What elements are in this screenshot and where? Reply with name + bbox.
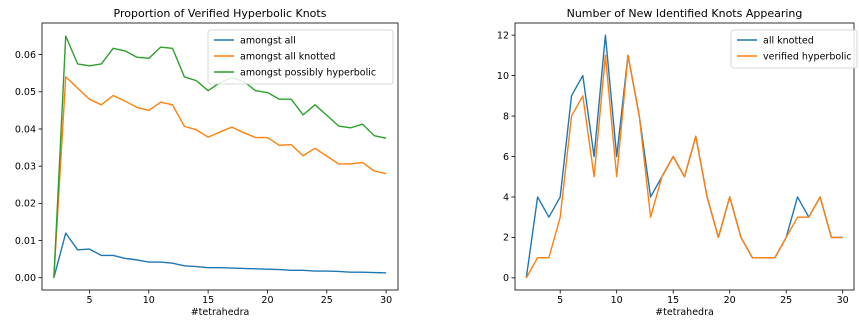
y-tick-label: 0.06	[15, 50, 36, 61]
y-tick-label: 8	[503, 111, 509, 122]
x-axis-label: #tetrahedra	[191, 307, 250, 318]
x-tick-label: 30	[837, 295, 849, 306]
x-tick-label: 20	[724, 295, 736, 306]
legend-label-amongst-all-knotted: amongst all knotted	[240, 51, 335, 62]
y-tick-label: 0.03	[15, 161, 36, 172]
x-tick-label: 15	[202, 295, 214, 306]
x-tick-label: 25	[780, 295, 792, 306]
x-tick-label: 5	[557, 295, 563, 306]
y-tick-label: 0	[503, 273, 509, 284]
legend-label-all-knotted: all knotted	[763, 35, 814, 46]
x-tick-label: 30	[380, 295, 392, 306]
legend-label-verified-hyperbolic: verified hyperbolic	[763, 51, 852, 62]
chart-new-identified-knots: Number of New Identified Knots Appearing…	[497, 7, 858, 318]
x-tick-label: 5	[86, 295, 92, 306]
chart-title: Number of New Identified Knots Appearing	[567, 7, 803, 20]
chart-proportion-verified: Proportion of Verified Hyperbolic Knots 5…	[15, 7, 399, 318]
legend-box	[730, 29, 858, 69]
legend-box	[207, 29, 394, 85]
legend-label-amongst-possibly-hyperbolic: amongst possibly hyperbolic	[240, 67, 376, 78]
y-tick-label: 0.01	[15, 236, 36, 247]
y-tick-label: 4	[503, 192, 509, 203]
plot-frame	[41, 22, 399, 291]
series-line-amongst-all	[53, 232, 387, 278]
y-tick-label: 12	[497, 30, 509, 41]
y-tick-label: 2	[503, 233, 509, 244]
x-tick-label: 10	[611, 295, 623, 306]
y-tick-label: 0.00	[15, 273, 36, 284]
x-tick-label: 10	[143, 295, 155, 306]
series-line-all-knotted	[525, 34, 843, 278]
y-tick-label: 0.02	[15, 199, 36, 210]
x-axis-label: #tetrahedra	[655, 307, 714, 318]
legend: all knotted verified hyperbolic	[730, 29, 858, 69]
x-tick-label: 20	[261, 295, 273, 306]
x-tick-label: 15	[667, 295, 679, 306]
x-tick-label: 25	[321, 295, 333, 306]
y-tick-label: 0.05	[15, 87, 36, 98]
y-tick-label: 0.04	[15, 124, 36, 135]
series-line-amongst-all-knotted	[53, 76, 387, 278]
series-line-verified-hyperbolic	[525, 54, 843, 279]
legend-label-amongst-all: amongst all	[240, 35, 296, 46]
legend: amongst all amongst all knotted amongst po…	[207, 29, 394, 85]
y-tick-label: 6	[503, 152, 509, 163]
y-tick-label: 10	[497, 71, 509, 82]
chart-title: Proportion of Verified Hyperbolic Knots	[114, 7, 327, 20]
